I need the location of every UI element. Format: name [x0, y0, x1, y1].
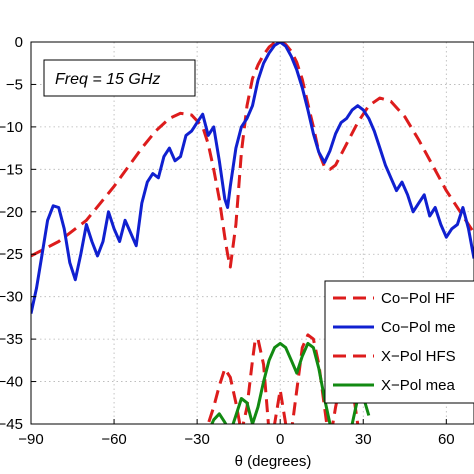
freq-annotation-box — [43, 59, 196, 97]
legend-label-2: Co−Pol me — [381, 319, 456, 336]
x-tick-label: −90 — [18, 431, 43, 448]
legend-label-3: X−Pol HFS — [381, 348, 456, 365]
x-tick-label: 0 — [276, 431, 284, 448]
series-line-4 — [210, 341, 371, 424]
x-tick-label: −30 — [184, 431, 209, 448]
y-tick-label: 0 — [15, 34, 23, 51]
y-tick-label: −15 — [0, 161, 23, 178]
legend: Co−Pol HF Co−Pol me X−Pol HFS X−Pol mea — [324, 280, 474, 404]
legend-label-4: X−Pol mea — [381, 377, 455, 394]
freq-annotation-text: Freq = 15 GHz — [55, 71, 160, 88]
y-tick-label: −40 — [0, 374, 23, 391]
y-tick-label: −10 — [0, 119, 23, 136]
y-tick-label: −45 — [0, 416, 23, 433]
y-tick-label: −35 — [0, 331, 23, 348]
x-axis-title: θ (degrees) — [235, 453, 312, 470]
series-layer — [31, 42, 474, 424]
y-tick-label: −20 — [0, 204, 23, 221]
y-tick-label: −5 — [6, 76, 23, 93]
x-tick-label: −60 — [101, 431, 126, 448]
series-line-2 — [31, 42, 474, 314]
legend-box — [324, 280, 474, 404]
series-line-3 — [206, 333, 360, 424]
series-line-1 — [31, 42, 474, 269]
axis-ticks — [30, 41, 447, 425]
x-tick-label: 60 — [438, 431, 455, 448]
plot-frame — [30, 41, 474, 425]
x-tick-label: 30 — [355, 431, 372, 448]
y-tick-label: −30 — [0, 289, 23, 306]
y-tick-label: −25 — [0, 246, 23, 263]
freq-annotation: Freq = 15 GHz — [43, 59, 196, 97]
tick-labels: −90 −60 −30 0 30 60 0 −5 −10 −15 −20 −25 −30 −35 −40 −4… — [0, 34, 455, 448]
legend-label-1: Co−Pol HF — [381, 290, 455, 307]
